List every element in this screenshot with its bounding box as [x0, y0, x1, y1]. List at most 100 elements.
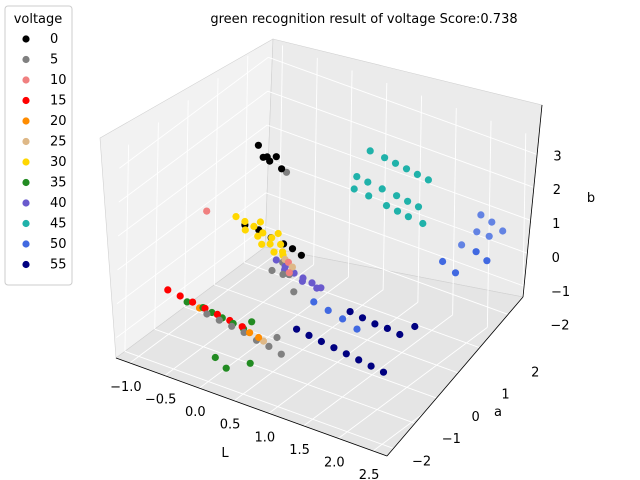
legend-label-15: 15 — [50, 94, 67, 109]
point-voltage-45 — [365, 192, 373, 200]
point-voltage-35 — [246, 359, 254, 367]
point-voltage-50 — [472, 248, 480, 256]
legend-label-50: 50 — [50, 237, 67, 252]
point-voltage-55 — [358, 314, 367, 322]
point-voltage-30 — [232, 213, 240, 221]
legend-marker-55 — [22, 260, 30, 269]
point-voltage-15 — [176, 292, 184, 300]
point-voltage-10 — [284, 258, 292, 266]
x-axis-line — [115, 357, 388, 457]
legend-marker-35 — [22, 178, 30, 187]
gridline-y — [154, 328, 426, 428]
point-voltage-0 — [288, 245, 297, 253]
point-voltage-45 — [353, 173, 361, 181]
legend-label-55: 55 — [50, 258, 67, 273]
point-voltage-50 — [339, 315, 347, 323]
gridline-x — [372, 339, 523, 452]
z-axis-line — [522, 104, 543, 298]
gridline-z — [266, 158, 538, 258]
legend-marker-30 — [22, 158, 30, 166]
legend-label-0: 0 — [50, 32, 58, 47]
point-voltage-45 — [402, 165, 411, 173]
point-voltage-45 — [381, 154, 389, 162]
gridline-x — [233, 289, 384, 402]
point-voltage-55 — [293, 325, 301, 333]
z-tick-label: 1 — [552, 217, 560, 232]
point-voltage-45 — [404, 213, 412, 221]
gridline-z — [265, 226, 537, 326]
point-voltage-30 — [254, 232, 262, 240]
point-voltage-55 — [371, 320, 379, 328]
legend-marker-15 — [22, 96, 30, 105]
point-voltage-40 — [308, 279, 316, 287]
y-tick-label: 0 — [472, 410, 480, 425]
point-voltage-50 — [485, 232, 493, 240]
point-voltage-55 — [317, 337, 325, 346]
gridline-z — [268, 56, 540, 156]
legend-marker-5 — [22, 55, 30, 64]
legend-marker-45 — [22, 219, 30, 228]
point-voltage-30 — [241, 226, 249, 234]
point-voltage-30 — [258, 240, 266, 248]
z-tick-label: 2 — [553, 183, 561, 198]
point-voltage-50 — [310, 298, 318, 306]
point-voltage-5 — [268, 266, 276, 275]
point-voltage-0 — [272, 153, 280, 161]
legend-label-5: 5 — [50, 53, 58, 68]
legend-marker-20 — [22, 117, 30, 125]
gridline-y — [213, 78, 219, 285]
point-voltage-20 — [246, 329, 254, 337]
point-voltage-55 — [330, 344, 338, 352]
point-voltage-30 — [256, 218, 264, 226]
legend-label-10: 10 — [50, 73, 67, 88]
point-voltage-50 — [353, 325, 361, 333]
y-tick-label: −2 — [412, 454, 431, 469]
point-voltage-35 — [248, 318, 256, 326]
gridline-y — [124, 144, 130, 352]
y-tick-label: 2 — [531, 366, 539, 381]
point-voltage-45 — [424, 176, 432, 184]
point-voltage-5 — [277, 350, 285, 358]
point-voltage-45 — [391, 159, 400, 167]
gridline-z — [119, 56, 269, 169]
legend-marker-0 — [22, 35, 30, 43]
point-voltage-50 — [451, 269, 460, 277]
point-voltage-50 — [483, 257, 491, 265]
gridline-y — [214, 284, 486, 384]
gridline-x — [268, 301, 419, 414]
legend-label-20: 20 — [50, 114, 67, 129]
legend: voltage 0 5 10 15 20 25 30 35 40 45 50 55 — [4, 5, 73, 286]
scatter-points — [164, 141, 507, 376]
point-voltage-35 — [183, 298, 191, 306]
point-voltage-5 — [240, 328, 248, 336]
point-voltage-30 — [274, 229, 282, 238]
point-voltage-20 — [255, 333, 263, 342]
point-voltage-55 — [367, 362, 375, 370]
gridline-x — [313, 57, 318, 265]
z-tick-label: −2 — [550, 319, 569, 334]
point-voltage-30 — [250, 222, 258, 230]
point-voltage-50 — [458, 241, 466, 249]
legend-marker-25 — [22, 137, 30, 146]
point-voltage-30 — [277, 240, 285, 248]
legend-label-30: 30 — [50, 155, 67, 170]
gridline-z — [117, 158, 267, 271]
point-voltage-45 — [393, 207, 402, 215]
legend-marker-40 — [22, 199, 30, 207]
point-voltage-5 — [203, 310, 211, 318]
tick-labels: −1.0−0.5 0.0 0.5 1.0 1.5 2.0 2.5 −2 −1 0 1 2 −2 −1 0 1 2… — [110, 149, 570, 480]
gridline-x — [452, 108, 457, 315]
gridline-x — [303, 314, 453, 427]
gridline-z — [116, 192, 267, 305]
point-voltage-55 — [342, 350, 350, 358]
z-tick-label: 3 — [553, 149, 561, 164]
point-voltage-30 — [241, 217, 249, 226]
point-voltage-15 — [201, 304, 209, 312]
x-tick-label: 1.5 — [289, 443, 310, 458]
point-voltage-0 — [297, 251, 305, 259]
point-voltage-45 — [393, 192, 401, 200]
point-voltage-55 — [305, 331, 313, 339]
point-voltage-50 — [488, 218, 496, 226]
gridline-z — [117, 124, 268, 237]
